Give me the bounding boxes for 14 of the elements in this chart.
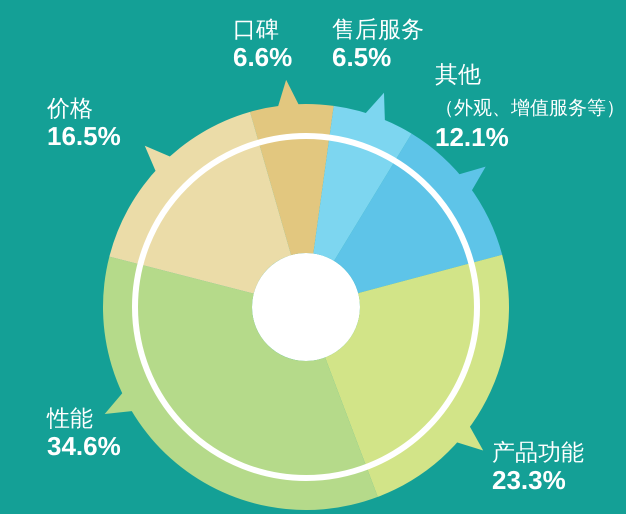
slice-label: 售后服务 [332,16,424,42]
data-label: 16.5% [47,121,121,151]
data-label: 6.5% [332,42,392,72]
donut-slice [313,106,412,261]
data-label: 34.6% [47,431,121,461]
slice-label: 口碑 [233,16,279,42]
donut-slice [250,104,334,256]
data-label: 12.1% [435,122,509,152]
slice-label: 产品功能 [492,439,584,465]
slice-label: 其他（外观、增值服务等） [435,61,625,119]
slice-label: 价格 [46,95,93,121]
slice-label: 性能 [46,405,93,431]
data-label: 23.3% [492,465,566,495]
data-label: 6.6% [233,42,292,72]
